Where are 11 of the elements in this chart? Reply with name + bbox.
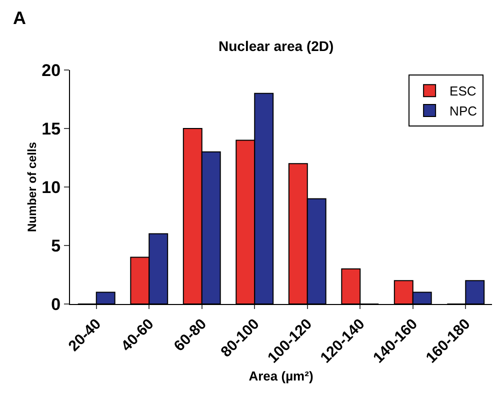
legend-label: NPC (450, 104, 478, 119)
chart-title: Nuclear area (2D) (218, 38, 334, 54)
y-axis-title: Number of cells (25, 142, 39, 232)
y-tick-label: 5 (51, 236, 61, 256)
x-axis-title: Area (µm²) (248, 368, 314, 384)
y-tick-label: 10 (42, 178, 61, 197)
y-tick-label: 15 (42, 119, 61, 138)
legend-label: ESC (450, 84, 476, 99)
y-tick-label: 20 (42, 60, 61, 80)
y-tick-label: 0 (51, 294, 61, 314)
text: A (13, 8, 26, 28)
